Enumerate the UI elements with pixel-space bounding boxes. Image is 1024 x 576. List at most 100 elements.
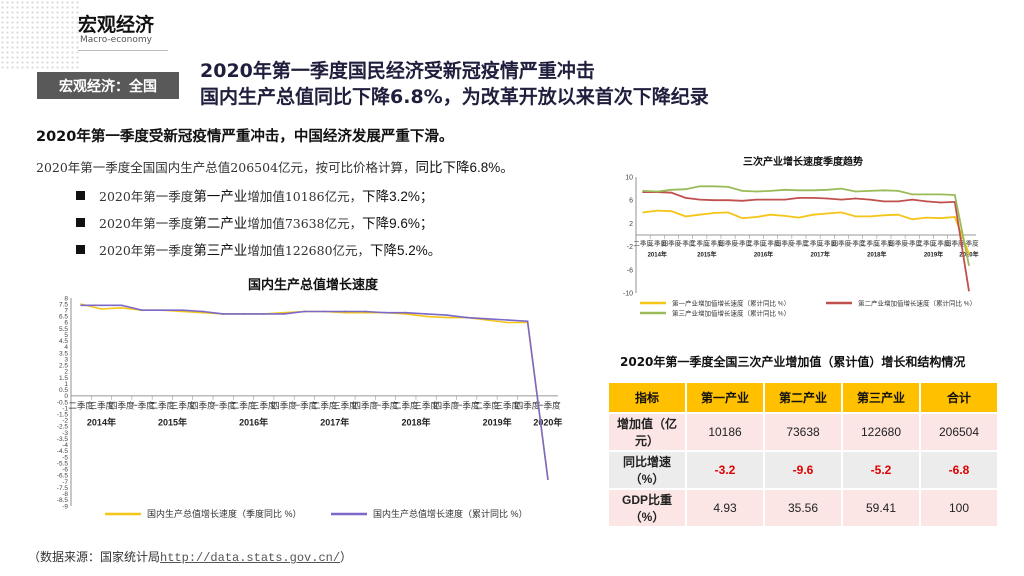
series-line xyxy=(642,209,970,254)
bullet-mid: 增加值10186亿元， xyxy=(247,189,363,204)
y-tick-label: 10 xyxy=(625,174,633,181)
topic-tag: 宏观经济：全国 xyxy=(37,72,179,99)
legend-label: 国内生产总值增长速度（累计同比 %） xyxy=(373,508,528,519)
data-point xyxy=(968,252,970,255)
data-point xyxy=(242,313,245,315)
data-point xyxy=(486,317,488,320)
data-point xyxy=(883,214,885,217)
data-point xyxy=(506,321,509,324)
data-point xyxy=(769,190,772,192)
data-point xyxy=(181,310,184,313)
data-point xyxy=(883,189,885,192)
y-tick-label: 5.5 xyxy=(59,326,68,333)
data-point xyxy=(713,212,715,214)
y-tick-label: -3 xyxy=(62,430,68,437)
y-tick-label: -2 xyxy=(62,418,68,425)
section-title: 宏观经济 xyxy=(78,14,155,36)
data-point xyxy=(727,185,729,188)
data-point xyxy=(222,313,225,315)
x-tick-label: 二季度 xyxy=(474,400,500,410)
x-tick-label: 四季度 xyxy=(434,400,460,410)
data-point xyxy=(868,198,871,201)
x-tick-label: 二季度 xyxy=(633,239,653,248)
y-tick-label: -9 xyxy=(62,503,68,510)
data-point xyxy=(925,193,928,196)
bullet-tertiary: 2020年第一季度第三产业增加值122680亿元，下降5.2%。 xyxy=(76,239,441,259)
data-point xyxy=(642,191,644,193)
chart-title: 国内生产总值增长速度 xyxy=(248,277,379,292)
data-point xyxy=(161,309,164,312)
data-point xyxy=(854,190,857,193)
x-tick-label: 三季度 xyxy=(332,400,358,410)
legend-label: 国内生产总值增长速度（季度同比 %） xyxy=(147,508,302,519)
data-point xyxy=(526,321,529,324)
bullet-primary: 2020年第一季度第一产业增加值10186亿元，下降3.2%； xyxy=(76,185,433,205)
x-tick-label: 一季度 xyxy=(129,400,155,410)
data-point xyxy=(953,194,956,196)
data-point xyxy=(425,315,428,318)
year-label: 2015年 xyxy=(158,416,187,427)
data-point xyxy=(925,216,928,219)
series-line xyxy=(643,185,970,266)
data-point xyxy=(642,190,644,192)
y-tick-label: -0.5 xyxy=(57,399,69,406)
data-point xyxy=(344,310,346,313)
data-point xyxy=(854,197,857,200)
data-point xyxy=(201,311,204,314)
x-tick-label: 一季度 xyxy=(292,400,318,410)
y-tick-label: 8 xyxy=(64,295,68,302)
data-point xyxy=(698,213,701,216)
table-cell: -6.8 xyxy=(919,450,999,490)
bullet-industry: 第一产业 xyxy=(193,189,248,204)
year-label: 2019年 xyxy=(483,416,512,427)
year-label: 2014年 xyxy=(648,251,667,259)
bullet-mid: 增加值73638亿元， xyxy=(247,216,363,231)
y-tick-label: 6 xyxy=(629,198,633,205)
data-point xyxy=(526,320,529,323)
bullet-mid: 增加值122680亿元， xyxy=(247,243,371,258)
x-tick-label: 三季度 xyxy=(704,239,724,248)
year-label: 2018年 xyxy=(401,416,430,427)
series-line xyxy=(643,191,970,291)
table-header-cell: 第一产业 xyxy=(685,381,765,414)
data-point xyxy=(201,310,204,313)
data-point xyxy=(868,215,871,218)
data-point xyxy=(323,310,326,313)
industry-table: 指标 第一产业 第二产业 第三产业 合计 增加值（亿元） 10186 73638… xyxy=(607,381,999,528)
source-link[interactable]: http://data.stats.gov.cn/ xyxy=(160,551,341,565)
y-tick-label: 2 xyxy=(64,369,68,376)
data-point xyxy=(812,196,814,199)
y-tick-label: -6 xyxy=(627,267,633,274)
chart-title: 三次产业增长速度季度趋势 xyxy=(743,155,863,168)
table-cell: 206504 xyxy=(919,412,999,452)
data-point xyxy=(698,185,701,188)
x-tick-label: 二季度 xyxy=(860,239,880,248)
data-source: （数据来源：国家统计局http://data.stats.gov.cn/） xyxy=(28,548,352,565)
y-tick-label: -2.5 xyxy=(57,424,69,431)
data-point xyxy=(642,211,644,214)
x-tick-label: 四季度 xyxy=(832,239,852,248)
source-suffix: ） xyxy=(340,550,353,564)
data-point xyxy=(546,478,549,480)
data-point xyxy=(283,313,285,315)
x-tick-label: 三季度 xyxy=(495,400,521,410)
data-point xyxy=(812,213,814,216)
y-tick-label: -7 xyxy=(62,479,68,486)
data-point xyxy=(80,303,83,306)
data-point xyxy=(968,289,970,292)
x-tick-label: 二季度 xyxy=(747,239,767,248)
table-cell: 59.41 xyxy=(841,488,921,528)
y-tick-label: 2 xyxy=(629,221,633,228)
data-point xyxy=(100,308,103,310)
data-point xyxy=(741,190,744,192)
year-label: 2018年 xyxy=(867,251,886,259)
legend-label: 第二产业增加值增长速度（累计同比 %） xyxy=(858,298,976,307)
x-tick-label: 二季度 xyxy=(231,400,257,410)
data-point xyxy=(783,214,786,217)
section-subtitle: Macro-economy xyxy=(80,35,152,45)
data-point xyxy=(364,311,367,314)
y-tick-label: 2.5 xyxy=(59,363,68,370)
decorative-dots xyxy=(0,0,80,70)
data-point xyxy=(684,188,687,191)
year-label: 2017年 xyxy=(810,251,829,259)
